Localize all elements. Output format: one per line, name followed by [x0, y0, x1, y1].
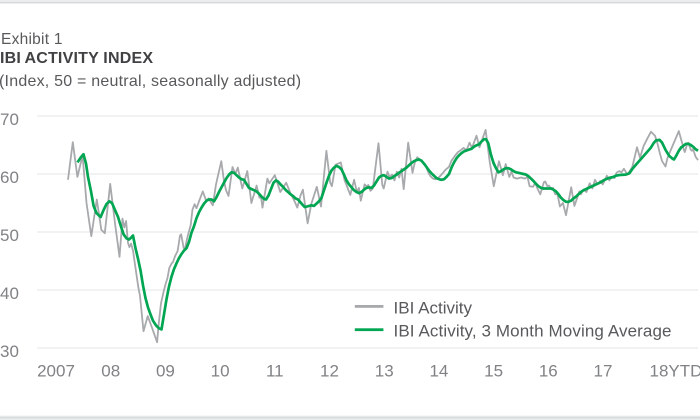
svg-text:16: 16	[539, 362, 558, 381]
svg-text:08: 08	[101, 362, 120, 381]
svg-text:10: 10	[211, 362, 230, 381]
svg-text:13: 13	[375, 362, 394, 381]
svg-text:18YTD: 18YTD	[650, 362, 700, 381]
svg-text:12: 12	[320, 362, 339, 381]
svg-text:70: 70	[0, 110, 19, 129]
svg-text:09: 09	[156, 362, 175, 381]
svg-text:11: 11	[266, 362, 284, 381]
svg-text:50: 50	[0, 226, 19, 245]
svg-text:IBI Activity: IBI Activity	[394, 299, 473, 318]
svg-text:IBI Activity, 3 Month Moving A: IBI Activity, 3 Month Moving Average	[394, 321, 672, 340]
svg-text:30: 30	[0, 342, 19, 361]
svg-text:40: 40	[0, 284, 19, 303]
svg-text:15: 15	[484, 362, 503, 381]
svg-text:14: 14	[429, 362, 448, 381]
svg-text:17: 17	[594, 362, 613, 381]
svg-text:2007: 2007	[37, 362, 75, 381]
svg-text:60: 60	[0, 168, 19, 187]
